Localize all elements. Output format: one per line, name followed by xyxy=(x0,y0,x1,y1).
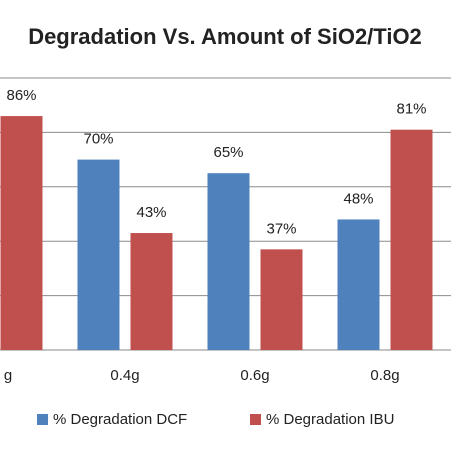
x-tick-label: g xyxy=(4,367,12,384)
data-label: 86% xyxy=(6,87,36,104)
data-label: 43% xyxy=(136,204,166,221)
bar xyxy=(130,233,173,350)
x-tick-label: 0.6g xyxy=(240,367,269,384)
bar xyxy=(260,249,303,350)
data-label: 65% xyxy=(213,144,243,161)
data-label: 81% xyxy=(396,101,426,118)
bar xyxy=(337,219,380,350)
x-tick-label: 0.4g xyxy=(110,367,139,384)
legend-label: % Degradation IBU xyxy=(266,411,394,428)
x-tick-label: 0.8g xyxy=(370,367,399,384)
data-label: 37% xyxy=(266,220,296,237)
bar xyxy=(390,129,433,350)
bar xyxy=(77,159,120,350)
bar xyxy=(0,116,43,350)
legend-swatch xyxy=(250,414,261,425)
chart-title: Degradation Vs. Amount of SiO2/TiO2 xyxy=(28,24,422,49)
legend-label: % Degradation DCF xyxy=(53,411,187,428)
legend-swatch xyxy=(37,414,48,425)
bar xyxy=(207,173,250,350)
data-label: 48% xyxy=(343,190,373,207)
data-label: 70% xyxy=(83,131,113,148)
